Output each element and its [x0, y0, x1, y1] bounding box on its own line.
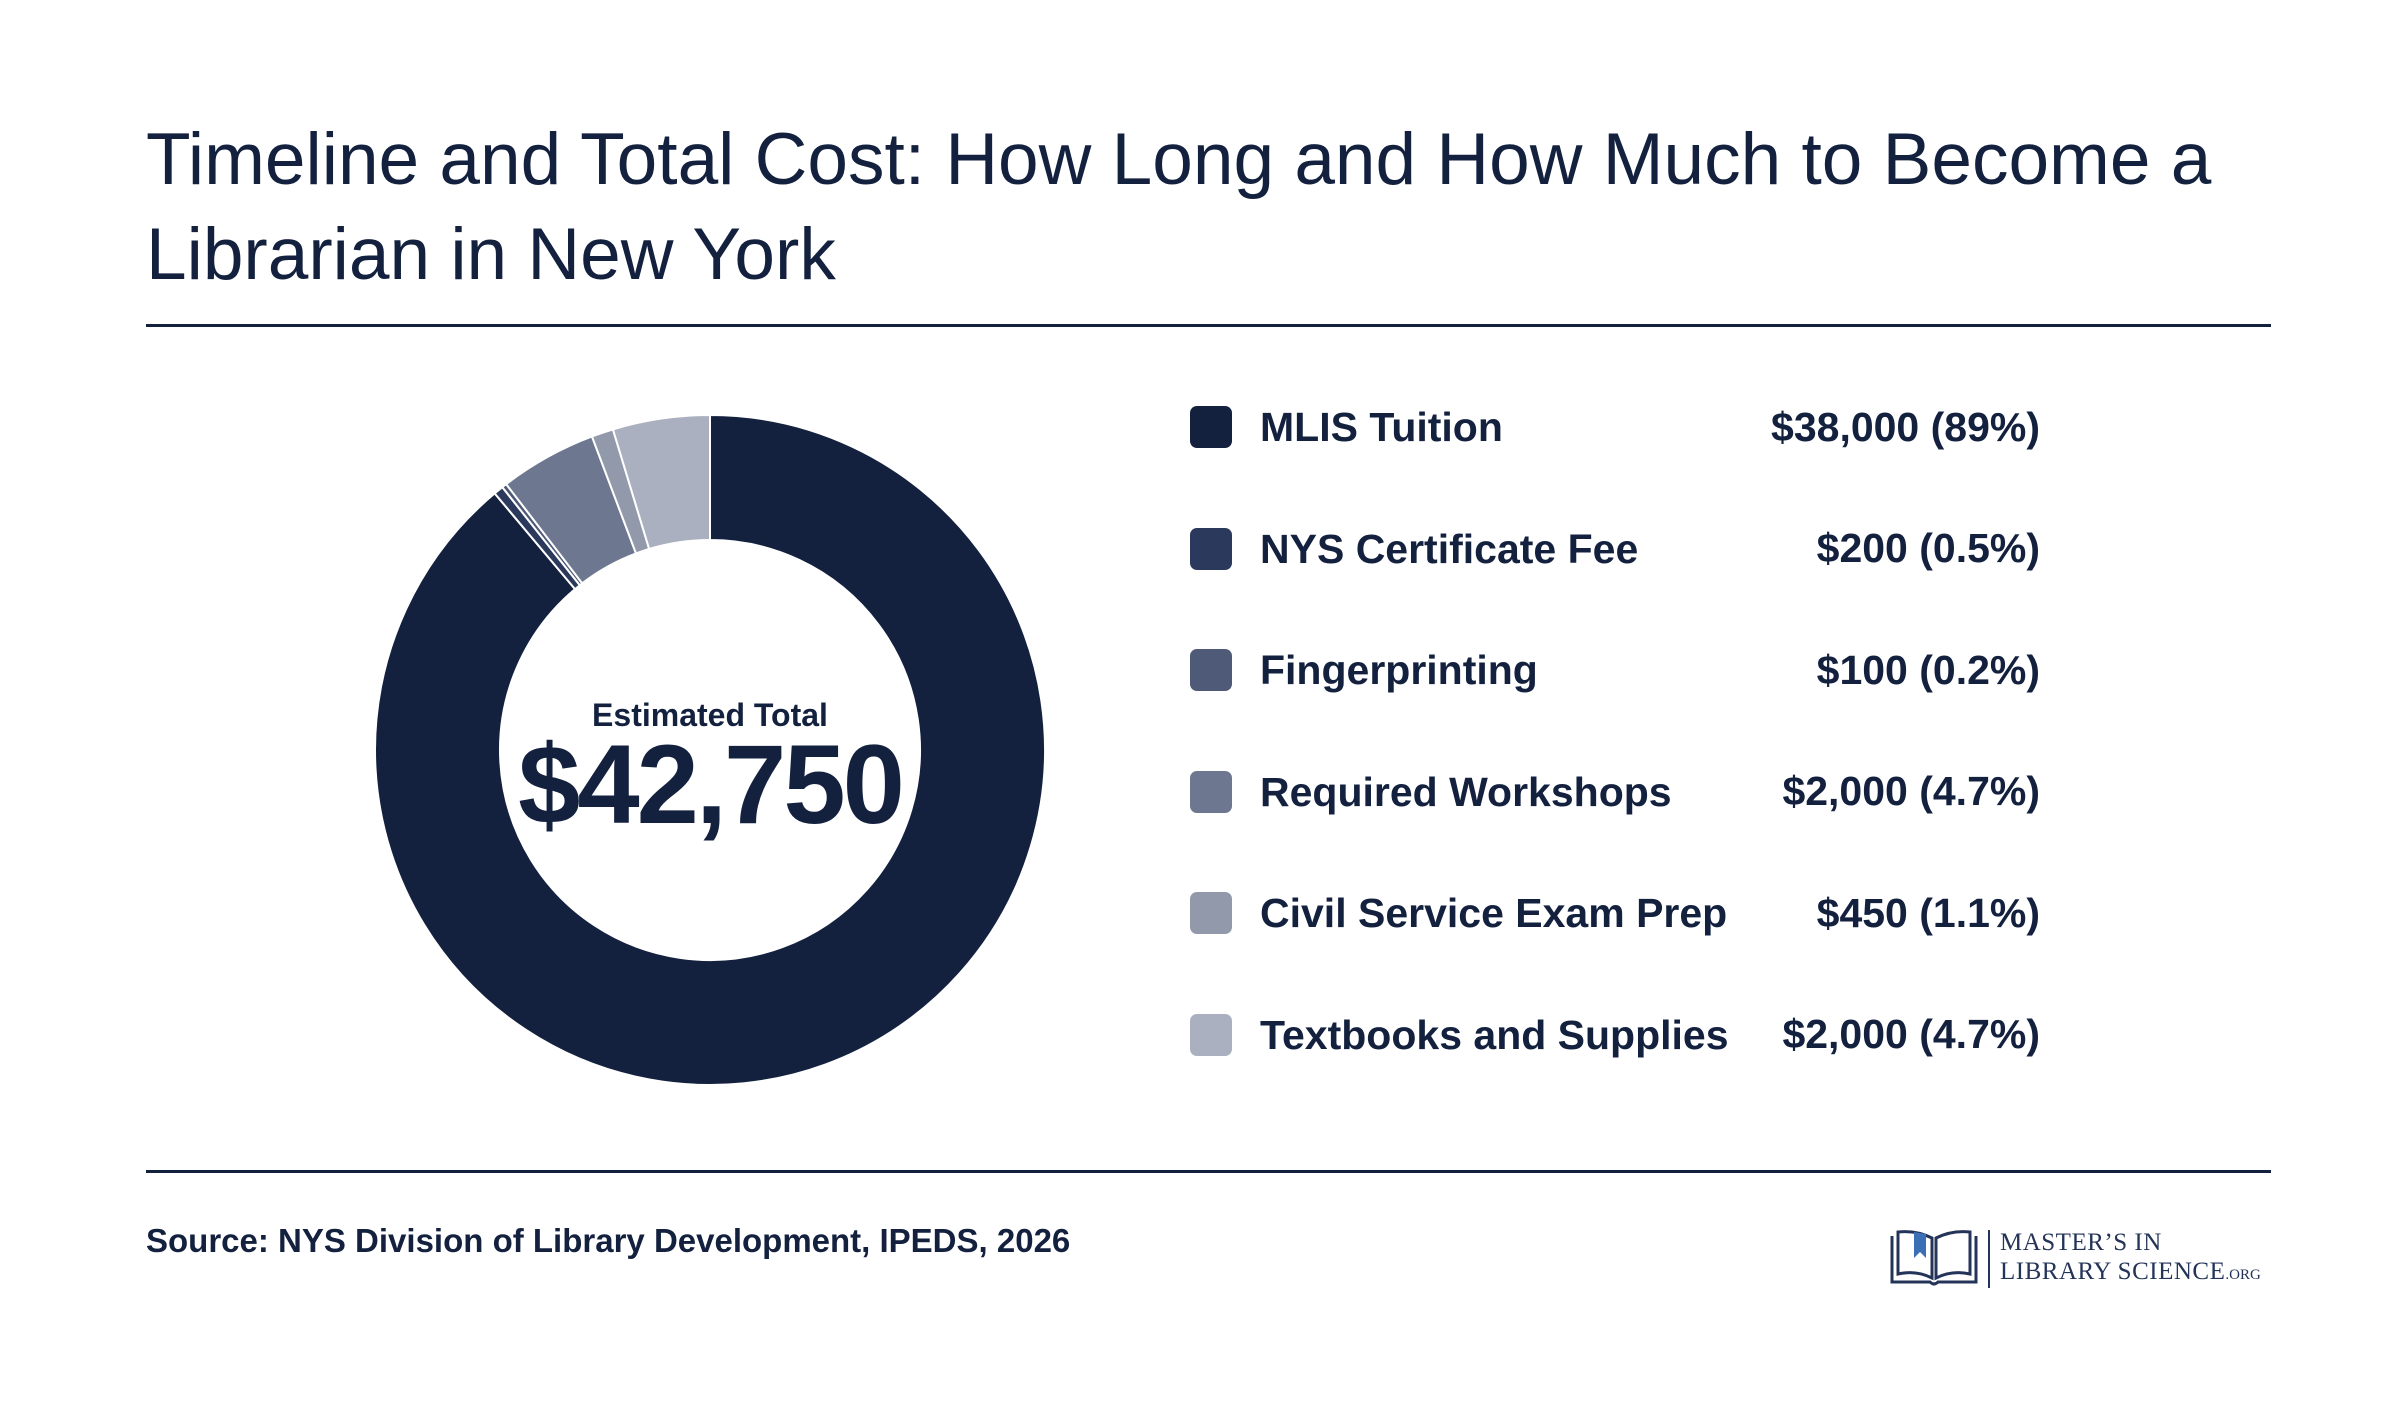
- logo-line-2: LIBRARY SCIENCE: [2000, 1258, 2226, 1285]
- legend-label: Civil Service Exam Prep: [1260, 890, 1728, 936]
- legend-swatch: [1190, 649, 1232, 691]
- legend-label: MLIS Tuition: [1260, 404, 1503, 450]
- total-label: Estimated Total: [592, 697, 828, 733]
- legend-value: $38,000 (89%): [1771, 403, 2040, 450]
- legend-label: Textbooks and Supplies: [1260, 1011, 1729, 1058]
- legend-label: NYS Certificate Fee: [1260, 525, 1639, 572]
- logo-wordmark: MASTER’S IN LIBRARY SCIENCE.ORG: [2000, 1228, 2261, 1290]
- legend-item: NYS Certificate Fee $200 (0.5%): [1190, 494, 2040, 604]
- logo-divider: [1988, 1230, 1990, 1288]
- legend-label: Required Workshops: [1260, 768, 1672, 815]
- legend-value: $450 (1.1%): [1816, 889, 2040, 936]
- legend-swatch: [1190, 892, 1232, 934]
- legend-label: Fingerprinting: [1260, 647, 1538, 693]
- site-logo: MASTER’S IN LIBRARY SCIENCE.ORG: [1888, 1222, 2278, 1294]
- open-book-icon: [1890, 1230, 1978, 1286]
- legend-item: MLIS Tuition $38,000 (89%): [1190, 372, 2040, 482]
- donut-slice-textbooks-and-supplies: [611, 413, 711, 551]
- donut-slice-mlis-tuition: [374, 413, 1046, 1086]
- legend-swatch: [1190, 527, 1232, 570]
- legend-item: Civil Service Exam Prep $450 (1.1%): [1190, 858, 2040, 968]
- legend-value: $100 (0.2%): [1816, 646, 2040, 693]
- chart-title: Timeline and Total Cost: How Long and Ho…: [146, 119, 2212, 295]
- legend-swatch: [1190, 1013, 1232, 1056]
- total-value: $42,750: [518, 722, 905, 847]
- legend-item: Textbooks and Supplies $2,000 (4.7%): [1190, 980, 2040, 1090]
- top-divider: [146, 324, 2271, 327]
- legend-swatch: [1190, 406, 1232, 448]
- legend-swatch: [1190, 770, 1232, 813]
- legend-item: Fingerprinting $100 (0.2%): [1190, 615, 2040, 725]
- legend-value: $2,000 (4.7%): [1782, 768, 2040, 814]
- logo-line-1: MASTER’S IN: [2000, 1229, 2162, 1256]
- legend-value: $2,000 (4.7%): [1782, 1011, 2040, 1057]
- logo-suffix: .ORG: [2225, 1267, 2261, 1283]
- bottom-divider: [146, 1170, 2271, 1173]
- donut-chart: [374, 413, 1046, 1086]
- source-note: Source: NYS Division of Library Developm…: [146, 1222, 1071, 1259]
- legend-item: Required Workshops $2,000 (4.7%): [1190, 737, 2040, 847]
- legend-value: $200 (0.5%): [1816, 525, 2040, 571]
